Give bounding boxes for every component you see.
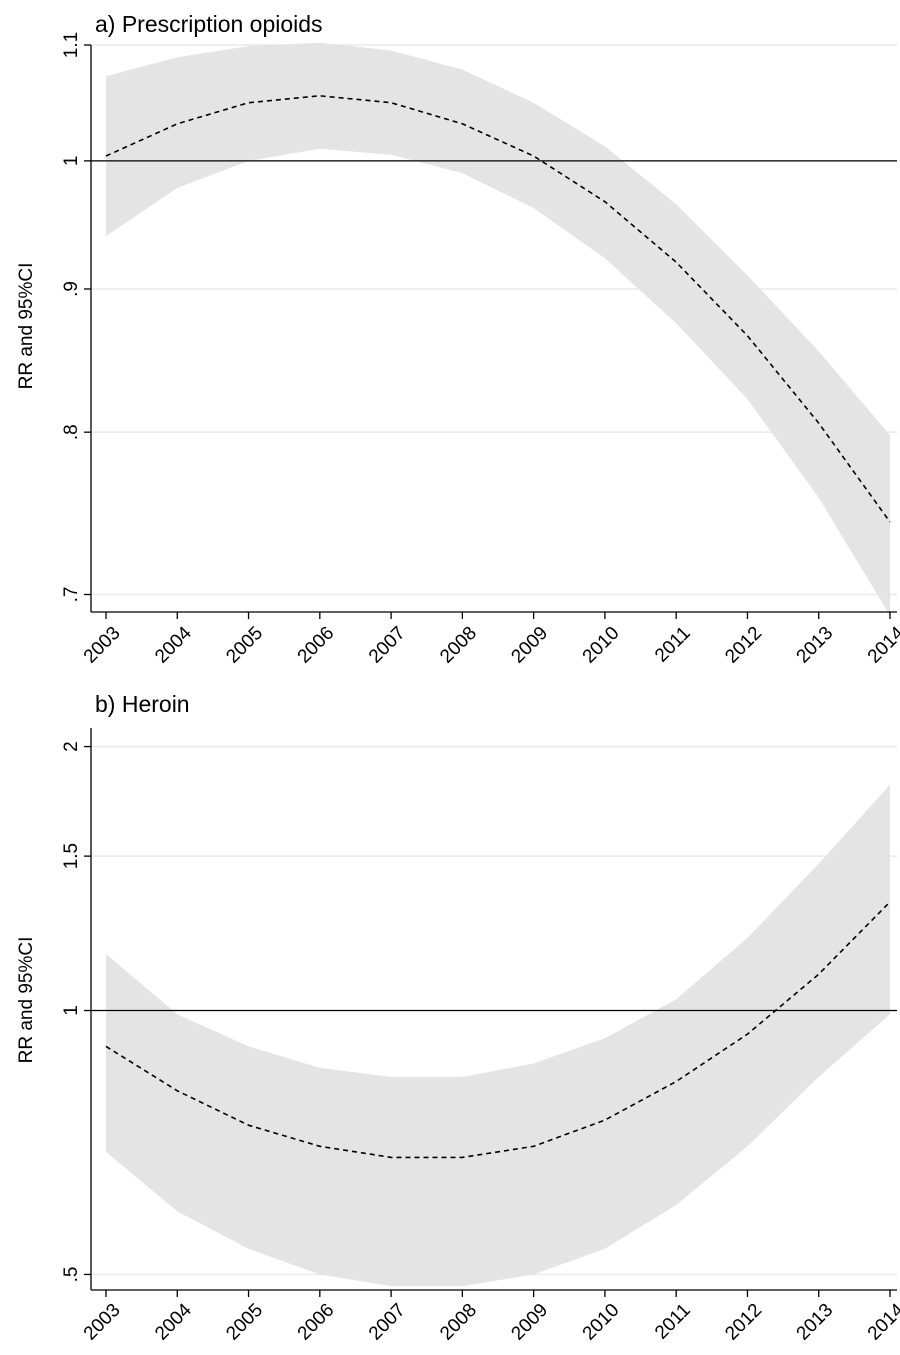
x-tick-label: 2011	[651, 1300, 695, 1344]
estimate-line	[105, 94, 891, 523]
x-tick-label: 2014	[864, 1299, 900, 1344]
x-tick-label: 2006	[294, 623, 339, 668]
y-tick-label: 1	[61, 156, 82, 167]
x-tick-label: 2012	[721, 1300, 766, 1345]
y-tick-label: 1.5	[61, 843, 82, 869]
y-tick-label: .5	[61, 1267, 82, 1283]
x-tick-label: 2008	[436, 1300, 481, 1345]
panel-title: b) Heroin	[95, 691, 190, 717]
y-tick-label: 2	[61, 741, 82, 752]
panel-heroin: b) Heroin RR and 95%CI .5 1 1.5 2 2003 2004 20…	[16, 691, 900, 1344]
y-tick-label: .9	[61, 281, 82, 297]
x-tick-label: 2011	[651, 623, 695, 667]
plot-area: .7 .8 .9 1 1.1 2003 2004 2005 2006 2007 2008 2009 20…	[61, 32, 900, 668]
x-tick-label: 2009	[507, 1300, 552, 1345]
x-tick-label: 2013	[793, 623, 838, 668]
y-tick-label: .7	[61, 587, 82, 603]
y-axis-title: RR and 95%CI	[16, 263, 37, 390]
x-tick-label: 2009	[507, 623, 552, 668]
panel-prescription-opioids: a) Prescription opioids RR and 95%CI .7.…	[16, 11, 900, 667]
confidence-band	[106, 42, 890, 616]
y-tick-label: .8	[61, 424, 82, 440]
y-tick-label: 1	[61, 1005, 82, 1016]
plot-area: .5 1 1.5 2 2003 2004 2005 2006 2007 2008 2009 2010 2…	[61, 728, 900, 1344]
confidence-band	[106, 784, 890, 1287]
estimate-line	[105, 901, 891, 1159]
x-tick-label: 2004	[151, 622, 196, 667]
x-tick-label: 2012	[721, 623, 766, 668]
x-tick-label: 2003	[80, 623, 125, 668]
y-axis-title: RR and 95%CI	[16, 937, 37, 1064]
x-tick-label: 2013	[793, 1300, 838, 1345]
panel-title: a) Prescription opioids	[95, 11, 323, 37]
x-tick-label: 2014	[864, 622, 900, 667]
x-tick-label: 2004	[151, 1299, 196, 1344]
x-tick-label: 2008	[436, 623, 481, 668]
x-tick-label: 2005	[222, 623, 267, 668]
x-tick-label: 2006	[294, 1300, 339, 1345]
x-tick-label: 2007	[365, 1300, 410, 1345]
x-tick-label: 2007	[365, 623, 410, 668]
x-tick-label: 2010	[579, 1300, 624, 1345]
x-tick-label: 2003	[80, 1300, 125, 1345]
y-tick-label: 1.1	[61, 32, 82, 58]
x-tick-label: 2005	[222, 1300, 267, 1345]
x-tick-label: 2010	[579, 623, 624, 668]
